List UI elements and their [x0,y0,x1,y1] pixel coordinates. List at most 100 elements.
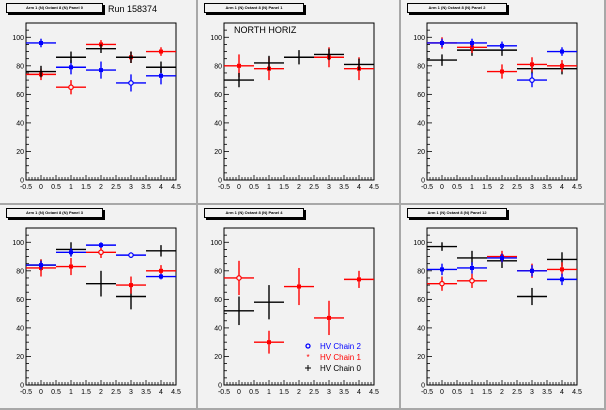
x-tick-label: 4 [357,184,361,191]
y-tick-label: 40 [214,325,222,332]
y-tick-label: 100 [413,35,425,42]
x-tick-label: 2 [297,184,301,191]
data-point [26,260,56,270]
x-tick-label: -0.5 [218,184,230,191]
marker [530,62,534,67]
x-tick-label: 1.5 [482,389,492,396]
open-marker [439,280,445,287]
plot-svg: -0.5 0 0.5 1 1.5 2 2.5 3 3.5 4 4.5020406080100NORT… [210,22,379,191]
open-marker [98,249,104,256]
legend-label: HV Chain 0 [320,364,361,373]
y-tick-label: 100 [12,240,24,247]
data-point [26,38,56,48]
data-point [116,74,146,92]
y-tick-label: 40 [16,325,24,332]
data-point [86,44,116,53]
x-tick-label: 2 [297,389,301,396]
plot-pad-3: Arm 1 (N) Octant 8 (N) Panel 3 -0.5 0 0.5 1 1… [0,205,198,410]
series-hv-chain-0 [224,285,284,326]
data-point [517,265,547,277]
marker [39,40,43,45]
data-point [254,330,284,354]
marker [159,73,163,78]
y-tick-label: 60 [214,297,222,304]
data-point [457,273,487,288]
data-point [344,58,374,71]
data-point [517,57,547,72]
marker [440,40,444,45]
x-tick-label: 3 [530,389,534,396]
x-tick-label: 3.5 [542,389,552,396]
x-tick-label: 1 [470,389,474,396]
series-hv-chain-0 [224,48,374,88]
legend-label: HV Chain 1 [320,353,361,362]
legend-marker-icon: * [306,353,309,362]
y-tick-label: 60 [214,92,222,99]
data-point [547,60,577,72]
marker [327,315,331,320]
legend-label: HV Chain 2 [320,342,361,351]
data-point [284,267,314,306]
pad-title: Arm 1 (N) Octant 8 (N) Panel 12 [407,208,507,218]
x-tick-label: 3 [327,389,331,396]
x-tick-label: 0.5 [51,389,61,396]
data-point [427,242,457,251]
data-point [86,242,116,248]
x-tick-label: 4 [357,389,361,396]
plot-frame [223,22,375,181]
data-point [116,252,146,258]
x-tick-label: 2 [500,184,504,191]
legend-entry: HV Chain 0 [305,364,361,373]
data-point [254,55,284,71]
y-tick-label: 20 [16,354,24,361]
open-marker [128,80,134,86]
data-point [146,47,176,56]
marker [357,277,361,282]
x-tick-label: 3.5 [141,389,151,396]
marker [159,274,163,279]
x-tick-label: 1 [267,389,271,396]
x-tick-label: 4.5 [171,389,181,396]
series-hv-chain-0 [26,44,176,78]
marker [560,267,564,272]
x-tick-label: 4.5 [572,389,582,396]
data-point [457,262,487,274]
legend-entry: * HV Chain 1 [306,353,361,362]
x-tick-label: 0.5 [249,184,259,191]
x-tick-label: 0 [440,389,444,396]
data-point [427,54,457,66]
x-tick-label: -0.5 [421,389,433,396]
x-tick-label: 2 [99,389,103,396]
x-tick-label: 1.5 [482,184,492,191]
open-marker [68,84,74,91]
x-tick-label: 4 [560,389,564,396]
y-tick-label: 40 [417,120,425,127]
data-point [284,50,314,65]
marker [560,63,564,68]
x-tick-label: 0.5 [51,184,61,191]
x-tick-label: 3.5 [141,184,151,191]
marker [69,264,73,269]
data-point [427,263,457,276]
plot-pad-1: Arm 1 (N) Octant 8 (N) Panel 1 -0.5 0 0.5 1 1… [198,0,401,205]
marker [560,49,564,54]
y-tick-label: 80 [16,268,24,275]
marker [159,49,163,54]
x-tick-label: 1 [470,184,474,191]
y-tick-label: 100 [413,240,425,247]
marker [69,65,73,70]
run-label: Run 158374 [108,4,157,14]
data-point [487,253,517,263]
marker [500,69,504,74]
x-tick-label: 1.5 [81,389,91,396]
marker [69,250,73,255]
data-point [56,51,86,63]
marker [470,40,474,45]
x-tick-label: 2.5 [512,389,522,396]
marker [500,255,504,260]
series-hv-chain-1 [224,260,374,354]
y-tick-label: 100 [12,35,24,42]
data-point [224,296,254,326]
